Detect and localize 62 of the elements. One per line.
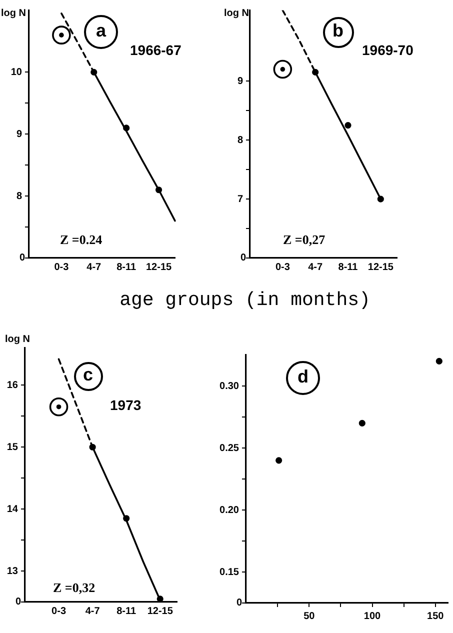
point	[358, 420, 366, 426]
y-axis-title: log N	[224, 8, 249, 19]
text: 0	[15, 596, 21, 608]
x-tick-label: 150	[427, 610, 444, 622]
x-tick-label: 12-15	[147, 606, 174, 617]
annotation: Z =0.24	[60, 232, 102, 248]
x-axis-title: age groups (in months)	[120, 289, 370, 311]
point	[312, 68, 319, 76]
y-tick-label: 15	[6, 442, 18, 453]
x-tick-label: 0-3	[275, 262, 290, 273]
point	[123, 124, 130, 132]
y-tick-label: 13	[6, 566, 18, 577]
y-tick-label: 0.30	[220, 380, 240, 392]
point	[89, 444, 96, 450]
y-tick-label: 0.20	[220, 504, 240, 516]
y-tick-label: 10	[10, 66, 22, 78]
x-tick-label: 8-11	[116, 262, 136, 273]
x-tick-label: 8-11	[338, 262, 358, 273]
y-tick-label: 9	[237, 76, 244, 87]
text: b	[332, 20, 344, 42]
point	[90, 68, 98, 76]
text: d	[298, 366, 308, 388]
text: 1966-67	[130, 42, 182, 58]
y-tick-label: 9	[16, 128, 22, 140]
point	[123, 515, 130, 522]
point	[276, 457, 282, 464]
x-tick-label: 12-15	[146, 262, 172, 273]
y-axis-title: log N	[1, 8, 26, 19]
point	[344, 122, 352, 129]
point	[156, 596, 164, 602]
annotation: Z =0,32	[53, 580, 96, 596]
y-axis-title: log N	[5, 334, 30, 345]
point	[436, 358, 442, 364]
text: 0	[240, 252, 246, 264]
x-tick-label: 4-7	[85, 606, 100, 617]
y-tick-label: 0.15	[220, 566, 240, 578]
text: 0	[236, 598, 242, 608]
text: 0	[19, 252, 25, 264]
point	[49, 397, 68, 416]
y-tick-label: 7	[237, 194, 244, 205]
annotation: Z =0,27	[283, 232, 326, 248]
x-tick-label: 100	[364, 610, 382, 622]
y-tick-label: 0.25	[220, 442, 240, 454]
point	[377, 196, 384, 202]
x-tick-label: 4-7	[86, 262, 102, 273]
point	[155, 186, 162, 194]
text: a	[96, 20, 106, 42]
x-tick-label: 0-3	[52, 606, 66, 617]
y-tick-label: 8	[237, 134, 244, 146]
text: c	[82, 364, 94, 386]
x-tick-label: 4-7	[308, 262, 323, 273]
x-tick-label: 8-11	[116, 606, 136, 617]
text: 1973	[110, 397, 142, 413]
point	[273, 60, 292, 79]
x-tick-label: 50	[304, 610, 316, 622]
y-tick-label: 14	[6, 504, 18, 515]
x-tick-label: 12-15	[368, 262, 394, 273]
y-tick-label: 16	[6, 380, 18, 391]
y-tick-label: 8	[16, 190, 22, 202]
x-tick-label: 0-3	[54, 262, 70, 273]
text: 1969-70	[362, 42, 414, 58]
point	[52, 26, 71, 44]
